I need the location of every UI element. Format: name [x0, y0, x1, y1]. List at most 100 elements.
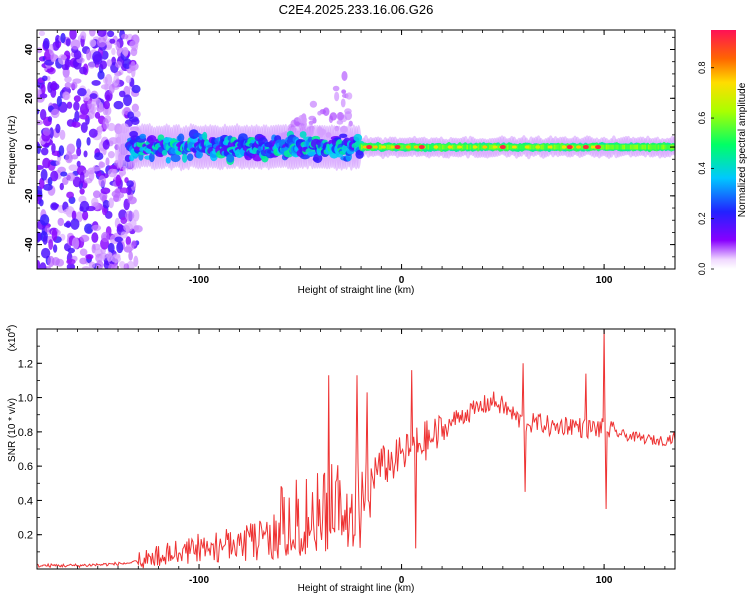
heatmap-blob — [91, 166, 102, 172]
heatmap-blob — [37, 164, 44, 171]
heatmap-blob — [41, 75, 48, 82]
heatmap-core — [668, 144, 671, 150]
heatmap-blob — [123, 94, 132, 107]
heatmap-core — [574, 144, 577, 150]
heatmap-blob — [170, 154, 181, 163]
spectrogram-y-label: Frequency (Hz) — [7, 116, 18, 185]
heatmap-core — [469, 144, 472, 150]
heatmap-core — [464, 144, 467, 150]
heatmap-core — [660, 144, 663, 150]
snr-line — [37, 329, 675, 569]
heatmap-blob — [66, 191, 75, 199]
heatmap-core — [608, 144, 611, 150]
heatmap-blob — [161, 149, 168, 156]
heatmap-core — [644, 144, 647, 150]
heatmap-blob — [97, 70, 105, 80]
heatmap-blob — [113, 100, 124, 110]
heatmap-core — [631, 144, 634, 150]
heatmap-core — [665, 144, 668, 150]
heatmap-blob — [64, 76, 72, 83]
heatmap-core — [531, 144, 533, 150]
heatmap-blob — [457, 145, 463, 149]
heatmap-blob — [65, 153, 73, 164]
heatmap-blob — [47, 255, 55, 268]
heatmap-core — [516, 144, 519, 150]
x-tick-label: 100 — [596, 575, 613, 586]
heatmap-blob — [133, 225, 140, 231]
x-tick-label: -100 — [189, 275, 209, 286]
heatmap-blob — [339, 133, 348, 138]
heatmap-blob — [88, 261, 96, 269]
heatmap-core — [508, 144, 511, 150]
heatmap-core — [427, 144, 430, 150]
heatmap-core — [378, 144, 381, 150]
heatmap-blob — [89, 39, 97, 48]
heatmap-blob — [96, 30, 107, 38]
y-tick-label: -20 — [24, 188, 35, 203]
colorbar-gradient — [711, 30, 736, 269]
heatmap-core — [540, 144, 543, 150]
x-tick-label: -100 — [189, 575, 209, 586]
heatmap-blob — [345, 92, 353, 100]
heatmap-hot-spot — [366, 145, 373, 150]
heatmap-blob — [547, 145, 553, 149]
spectrogram-x-ticks: -100 0 100 — [56, 30, 666, 286]
heatmap-blob — [114, 188, 122, 194]
heatmap-core — [451, 144, 454, 150]
heatmap-core — [612, 144, 614, 150]
heatmap-blob — [91, 80, 101, 86]
y-tick-label: 0.4 — [18, 495, 33, 507]
heatmap-blob — [131, 103, 139, 113]
heatmap-blob — [102, 117, 109, 130]
heatmap-blob — [132, 209, 140, 222]
heatmap-blob — [49, 127, 54, 139]
heatmap-blob — [107, 168, 117, 178]
heatmap-blob — [447, 145, 453, 149]
heatmap-core — [589, 144, 592, 150]
heatmap-core — [557, 144, 559, 150]
heatmap-blob — [66, 172, 76, 182]
x-tick-label: 100 — [596, 275, 613, 286]
heatmap-blob — [92, 190, 101, 199]
heatmap-blob — [79, 113, 89, 120]
heatmap-blob — [52, 244, 58, 253]
heatmap-blob — [55, 123, 61, 134]
heatmap-core — [523, 144, 525, 150]
heatmap-blob — [309, 100, 318, 108]
heatmap-core — [377, 144, 379, 150]
heatmap-core — [404, 144, 407, 150]
heatmap-blob — [88, 61, 96, 69]
snr-x-label: Height of straight line (km) — [298, 583, 415, 594]
heatmap-core — [607, 144, 609, 150]
heatmap-blob — [125, 244, 135, 252]
heatmap-core — [461, 144, 464, 150]
heatmap-blob — [57, 217, 64, 227]
heatmap-core — [430, 144, 433, 150]
heatmap-blob — [80, 31, 87, 40]
heatmap-blob — [381, 145, 387, 149]
heatmap-core — [600, 144, 603, 150]
colorbar-ticks: 0.0 0.2 0.4 0.6 0.8 — [697, 61, 714, 275]
heatmap-blob — [62, 91, 70, 101]
heatmap-core — [455, 144, 457, 150]
heatmap-core — [401, 144, 404, 150]
heatmap-blob — [60, 171, 68, 177]
heatmap-blob — [130, 47, 138, 57]
x-tick-label: 0 — [399, 575, 405, 586]
heatmap-core — [532, 144, 535, 150]
heatmap-core — [639, 144, 642, 150]
heatmap-core — [403, 144, 405, 150]
heatmap-core — [519, 144, 522, 150]
heatmap-blob — [511, 145, 517, 149]
heatmap-blob — [115, 78, 120, 85]
heatmap-blob — [76, 160, 81, 168]
heatmap-blob — [70, 218, 80, 230]
heatmap-core — [602, 144, 605, 150]
heatmap-blob — [39, 262, 47, 269]
heatmap-core — [610, 144, 613, 150]
heatmap-blob — [88, 169, 95, 182]
heatmap-blob — [405, 145, 411, 149]
heatmap-blob — [72, 78, 82, 84]
heatmap-blob — [37, 231, 42, 243]
heatmap-blob — [50, 81, 58, 91]
